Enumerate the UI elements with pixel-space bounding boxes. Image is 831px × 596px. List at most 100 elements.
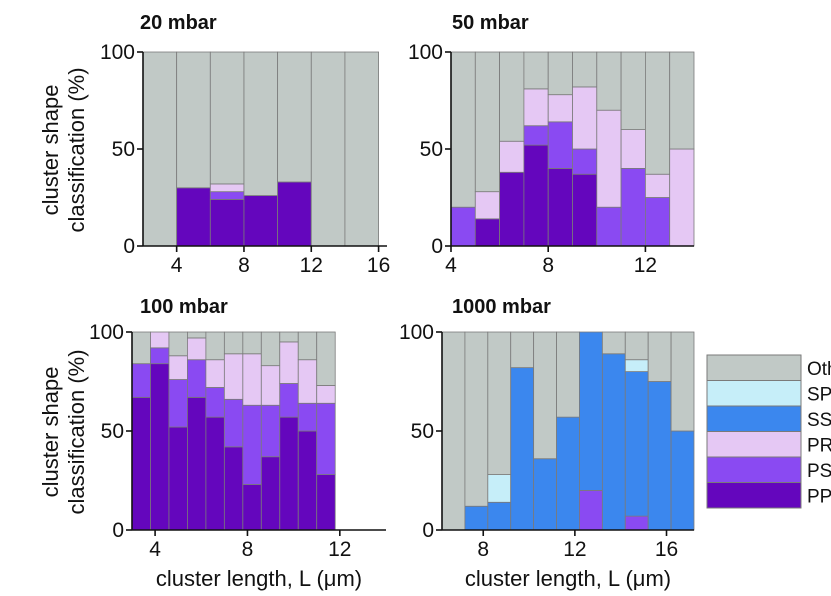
bar-segment-other <box>499 51 525 142</box>
y-tick-label: 0 <box>422 519 434 542</box>
legend-item-ss: SS <box>706 405 831 432</box>
x-tick-label: 4 <box>171 254 183 277</box>
bar-segment-other <box>474 51 500 193</box>
bar-segment-ps <box>596 206 622 247</box>
bar-segment-other <box>464 331 489 507</box>
y-tick-label: 0 <box>123 235 135 258</box>
legend-item-sp: SP <box>706 380 831 407</box>
x-tick-label: 4 <box>149 538 161 561</box>
y-axis-label-line: classification (%) <box>64 349 89 514</box>
legend-label: SS <box>807 410 831 431</box>
bar-segment-ps <box>316 402 336 475</box>
bar-segment-pp <box>474 218 500 247</box>
bar-segment-other <box>243 51 279 196</box>
bar-segment-ps <box>187 359 207 398</box>
bar-segment-other <box>510 331 535 369</box>
bar-segment-other <box>572 51 598 88</box>
y-axis-label-line: cluster shape <box>38 85 63 216</box>
legend-item-ps: PS <box>706 456 831 483</box>
bar-segment-pp <box>547 167 573 247</box>
bar-segment-pr <box>242 353 262 406</box>
x-tick-label: 12 <box>563 538 586 561</box>
x-tick-label: 12 <box>634 254 657 277</box>
bar-segment-pp <box>297 430 318 531</box>
bar-segment-pp <box>499 171 525 247</box>
y-tick-label: 100 <box>100 41 135 64</box>
legend-item-pp: PP <box>706 482 831 509</box>
y-axis-label: cluster shapeclassification (%) <box>38 67 89 232</box>
legend-swatch <box>706 354 802 381</box>
bar-segment-other <box>533 331 557 460</box>
bar-segment-ps <box>620 167 646 247</box>
y-tick-label: 0 <box>431 235 443 258</box>
bar-segment-pr <box>645 173 671 198</box>
legend: Other SP SS PR PS PP <box>706 354 831 509</box>
x-tick-label: 16 <box>367 254 390 277</box>
legend-swatch <box>706 431 802 458</box>
bar-segment-ps <box>242 404 262 485</box>
chart-panel: 0 50 100 4 8 12 50 mbar <box>408 12 695 277</box>
bar-segment-other <box>277 51 312 183</box>
bar-segment-ps <box>131 363 151 398</box>
panel-title: 1000 mbar <box>452 296 551 318</box>
panel-title: 100 mbar <box>140 296 228 318</box>
bar-segment-ps <box>523 125 549 146</box>
bar-segment-ps <box>168 379 188 428</box>
y-tick-label: 100 <box>408 41 443 64</box>
legend-item-pr: PR <box>706 431 831 458</box>
legend-swatch <box>706 456 802 483</box>
legend-item-other: Other <box>706 354 831 381</box>
bar-segment-other <box>669 51 695 150</box>
bar-segment-ps <box>150 347 170 365</box>
bar-segment-ps <box>547 121 573 169</box>
bar-segment-other <box>260 331 281 367</box>
chart-panel: 0 50 100 8 12 16 1000 mbar cluster length, L (μ… <box>399 296 695 591</box>
bar-segment-ps <box>297 402 318 432</box>
bar-segment-other <box>596 51 622 111</box>
y-tick-label: 100 <box>89 321 124 344</box>
y-tick-label: 50 <box>411 420 434 443</box>
bar-segment-ps <box>645 197 671 247</box>
x-tick-label: 8 <box>242 538 254 561</box>
legend-label: PS <box>807 461 831 482</box>
bar-segment-ss <box>556 416 580 531</box>
bar-segment-ss <box>510 367 535 531</box>
x-tick-label: 16 <box>655 538 678 561</box>
bar-segment-pp <box>209 199 245 247</box>
legend-label: SP <box>807 384 831 405</box>
bar-segment-ps <box>223 398 244 448</box>
bar-segment-other <box>344 51 379 247</box>
bar-segment-pp <box>176 187 211 247</box>
bar-segment-other <box>209 51 245 185</box>
bar-segment-ps <box>279 383 299 418</box>
bar-segment-pr <box>316 385 336 404</box>
x-tick-label: 4 <box>445 254 457 277</box>
legend-swatch <box>706 380 802 407</box>
legend-swatch <box>706 482 802 509</box>
bar-segment-other <box>523 51 549 90</box>
bar-segment-pr <box>279 341 299 384</box>
bar-segment-pp <box>279 416 299 531</box>
bar-segment-pr <box>499 140 525 173</box>
legend-label: PP <box>807 486 831 507</box>
bar-segment-other <box>168 331 188 357</box>
bar-segment-ps <box>572 148 598 175</box>
bar-segment-other <box>620 51 646 130</box>
bar-segment-other <box>645 51 671 175</box>
bar-segment-other <box>556 331 580 418</box>
bar-segment-pp <box>523 144 549 247</box>
bar-segment-ss <box>487 501 512 531</box>
bar-segment-pr <box>547 94 573 123</box>
bar-segment-pr <box>596 109 622 208</box>
chart-panel: 0 50 100 4 8 12 100 mbar cluster length, L (μm)… <box>38 296 386 591</box>
bar-segment-ps <box>579 489 603 531</box>
bar-segment-pr <box>620 129 646 169</box>
panel-title: 20 mbar <box>140 12 217 34</box>
bar-segment-ps <box>624 515 649 531</box>
bar-segment-other <box>316 331 336 386</box>
bar-segment-ss <box>647 381 672 531</box>
bar-segment-ss <box>601 353 626 531</box>
bar-segment-pr <box>572 86 598 150</box>
bar-segment-pr <box>223 353 244 400</box>
